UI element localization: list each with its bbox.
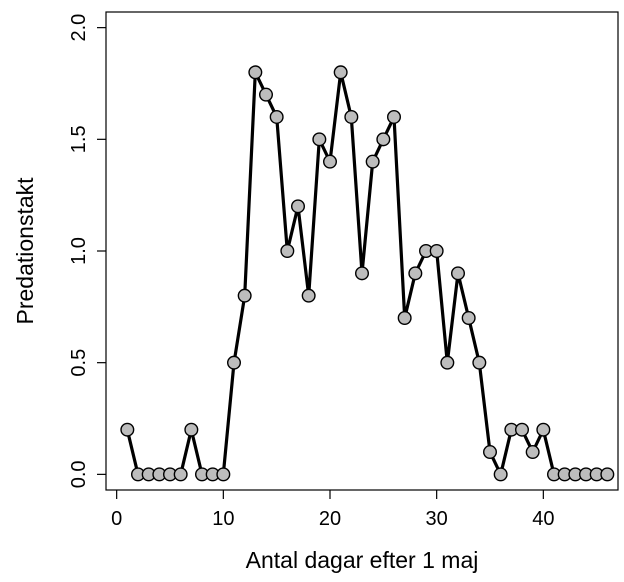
data-point — [600, 467, 615, 482]
y-axis: 0.0 0.5 1.0 1.5 2.0 — [68, 14, 106, 488]
data-point — [259, 87, 274, 102]
data-point — [173, 467, 188, 482]
x-tick-label: 40 — [532, 508, 554, 530]
data-point — [184, 422, 199, 437]
x-tick-label: 10 — [212, 508, 234, 530]
x-tick-label: 20 — [319, 508, 341, 530]
data-point — [397, 311, 412, 326]
y-tick-label: 2.0 — [68, 14, 90, 42]
data-point — [291, 199, 306, 214]
data-point — [216, 467, 231, 482]
data-point — [355, 266, 370, 281]
data-point — [344, 109, 359, 124]
data-point — [280, 243, 295, 258]
data-point — [461, 311, 476, 326]
data-point — [493, 467, 508, 482]
data-point — [483, 445, 498, 460]
series-points — [120, 65, 615, 482]
data-point — [376, 132, 391, 147]
y-tick-label: 0.0 — [68, 460, 90, 488]
data-point — [515, 422, 530, 437]
data-point — [472, 355, 487, 370]
y-tick-label: 1.5 — [68, 125, 90, 153]
data-point — [451, 266, 466, 281]
data-point — [365, 154, 380, 169]
data-point — [120, 422, 135, 437]
data-point — [301, 288, 316, 303]
data-point — [237, 288, 252, 303]
data-point — [429, 243, 444, 258]
data-point — [333, 65, 348, 80]
data-point — [440, 355, 455, 370]
data-point — [312, 132, 327, 147]
y-tick-label: 0.5 — [68, 349, 90, 377]
y-axis-title: Predationstakt — [12, 177, 38, 325]
data-point — [248, 65, 263, 80]
data-point — [536, 422, 551, 437]
data-point — [525, 445, 540, 460]
data-point — [408, 266, 423, 281]
data-point — [323, 154, 338, 169]
x-axis-title: Antal dagar efter 1 maj — [246, 547, 479, 573]
y-tick-label: 1.0 — [68, 237, 90, 265]
data-point — [387, 109, 402, 124]
data-point — [226, 355, 241, 370]
data-point — [269, 109, 284, 124]
x-tick-label: 30 — [426, 508, 448, 530]
x-axis: 0 10 20 30 40 — [111, 490, 554, 530]
x-tick-label: 0 — [111, 508, 122, 530]
